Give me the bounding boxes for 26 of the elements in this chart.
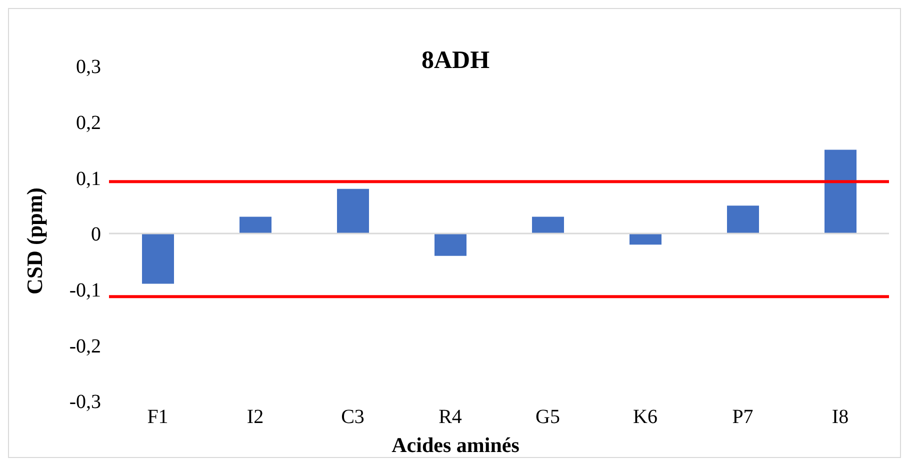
y-tick-label: 0,1 [76,168,101,190]
bar [532,216,564,234]
x-tick-label: C3 [341,406,364,428]
y-tick-label: 0,3 [76,56,101,78]
y-tick-label: -0,3 [69,391,101,414]
x-axis-title: Acides aminés [390,433,520,457]
chart-title: 8ADH [421,47,490,74]
y-axis-title: CSD (ppm) [22,188,48,294]
x-tick-label: F1 [147,406,168,428]
bar [142,234,174,284]
y-tick-label: -0,2 [69,335,101,358]
bar [337,188,369,234]
x-tick-label: I2 [246,406,264,428]
bar [630,234,662,245]
bar [727,206,759,234]
x-tick-label: I8 [832,406,849,428]
x-tick-label: R4 [438,406,462,428]
y-tick-label: -0,1 [69,279,101,302]
y-tick-label: 0,2 [76,112,101,134]
y-tick-label: 0 [91,224,101,246]
x-tick-label: K6 [633,406,658,428]
x-tick-label: G5 [536,406,560,428]
bar [240,216,272,234]
x-tick-label: P7 [732,406,754,428]
bar [824,150,856,234]
bar [434,234,466,256]
